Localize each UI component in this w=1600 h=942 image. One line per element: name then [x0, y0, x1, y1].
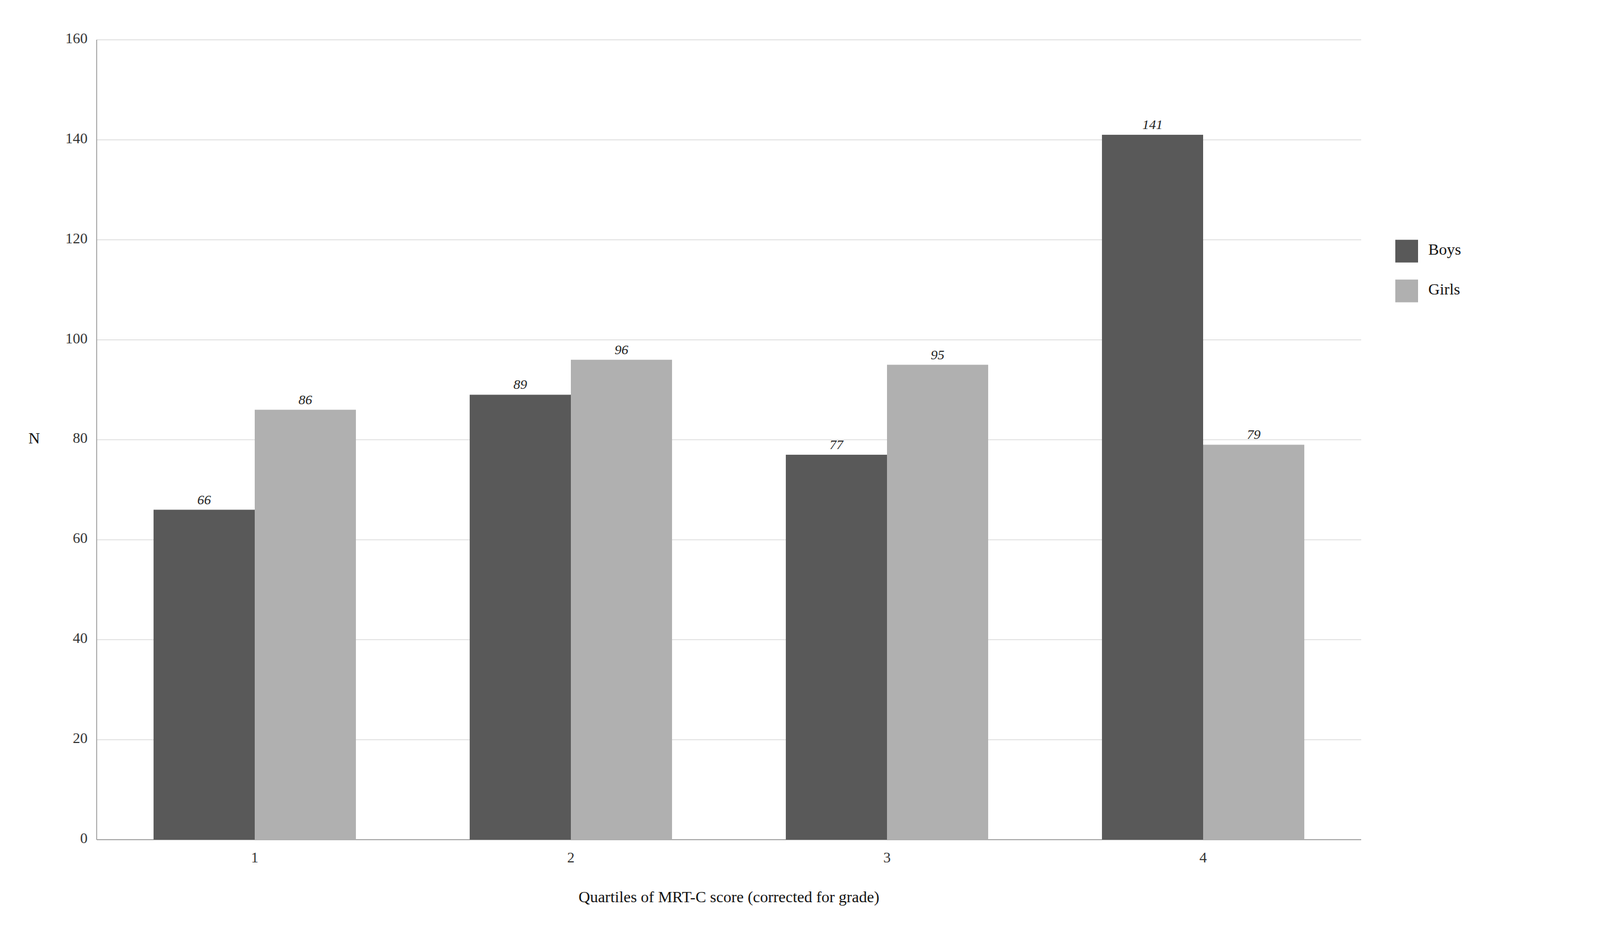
y-axis-label: N: [28, 429, 40, 447]
y-tick-label: 160: [65, 30, 88, 47]
y-tick-label: 60: [72, 529, 88, 547]
y-tick-label: 120: [65, 230, 88, 247]
data-label: 95: [930, 347, 945, 363]
y-tick-label: 40: [72, 629, 88, 647]
bar: [785, 454, 887, 840]
legend-swatch: [1395, 239, 1419, 263]
data-label: 79: [1246, 427, 1261, 442]
grid-line: [96, 39, 1362, 41]
legend-label: Girls: [1428, 280, 1461, 298]
legend: Boys Girls: [1395, 239, 1462, 303]
y-axis-line: [96, 39, 98, 840]
bar: [1203, 444, 1305, 840]
bars: [153, 134, 1305, 840]
data-label: 66: [197, 492, 211, 508]
x-ticks: 1 2 3 4: [251, 849, 1208, 866]
legend-label: Boys: [1428, 240, 1462, 259]
data-label: 89: [513, 376, 528, 392]
x-tick-label: 3: [883, 849, 891, 866]
y-tick-label: 100: [65, 330, 88, 347]
bar: [570, 359, 673, 840]
x-tick-label: 4: [1199, 849, 1208, 866]
data-label: 96: [614, 342, 629, 358]
grid: [96, 39, 1362, 840]
legend-swatch: [1395, 279, 1419, 303]
data-label: 141: [1142, 117, 1163, 132]
y-ticks: 0 20 40 60 80 100 120 140 160: [65, 30, 88, 847]
x-tick-label: 2: [567, 849, 575, 866]
data-labels: 66 89 77 141 86 96 95 79: [197, 117, 1261, 508]
y-tick-label: 140: [65, 130, 88, 147]
bar: [254, 409, 356, 840]
y-tick-label: 80: [72, 429, 88, 447]
data-label: 86: [298, 392, 313, 408]
bar: [469, 394, 571, 840]
x-tick-label: 1: [251, 849, 259, 866]
bar: [153, 510, 255, 840]
y-tick-label: 20: [72, 730, 88, 747]
data-label: 77: [829, 437, 844, 453]
y-tick-label: 0: [80, 830, 88, 847]
bar: [886, 365, 989, 840]
chart-svg: 0 20 40 60 80 100 120 140 160 66 89 77 141 86 96 95 79 1 2…: [0, 0, 1600, 942]
chart-container: 0 20 40 60 80 100 120 140 160 66 89 77 141 86 96 95 79 1 2…: [0, 0, 1600, 942]
x-axis-label: Quartiles of MRT-C score (corrected for …: [578, 888, 880, 906]
bar: [1101, 134, 1204, 840]
